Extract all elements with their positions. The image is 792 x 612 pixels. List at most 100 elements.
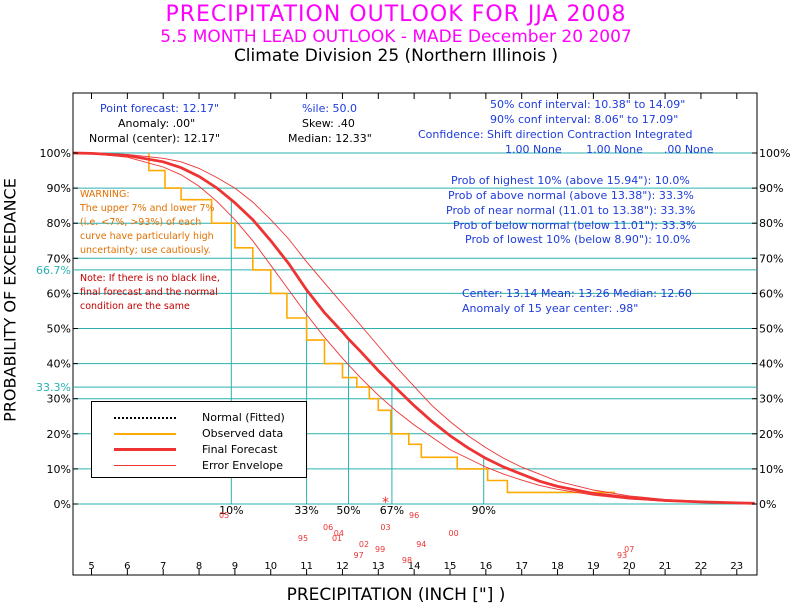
ref-line-label: 66.7%: [36, 264, 71, 277]
year-label: 00: [448, 529, 458, 538]
warning-note: WARNING: The upper 7% and lower 7% (i.e.…: [80, 188, 215, 258]
x-tick-label: 11: [300, 561, 313, 572]
y-tick-label-right: 60%: [759, 287, 783, 300]
year-label: 98: [402, 556, 412, 565]
prob-highest-10: Prob of highest 10% (above 15.94"): 10.0…: [451, 174, 690, 187]
confidence-values: 1.00 None 1.00 None .00 None: [505, 143, 714, 156]
year-label: 04: [334, 529, 344, 538]
note-line: condition are the same: [80, 301, 190, 312]
y-tick-label-left: 80%: [47, 217, 71, 230]
year-label: 96: [409, 511, 419, 520]
y-tick-label-left: 30%: [47, 393, 71, 406]
chart-subtitle-lead: 5.5 MONTH LEAD OUTLOOK - MADE December 2…: [160, 27, 632, 47]
x-tick-label: 20: [623, 561, 636, 572]
x-tick-label: 18: [551, 561, 564, 572]
warning-line: The upper 7% and lower 7%: [80, 203, 215, 214]
prob-above-normal: Prob of above normal (above 13.38"): 33.…: [448, 189, 694, 202]
chart-subtitle-division: Climate Division 25 (Northern Illinois ): [233, 46, 559, 66]
y-tick-label-left: 0%: [54, 498, 71, 511]
x-tick-label: 5: [88, 561, 94, 572]
legend-item-envelope: Error Envelope: [92, 458, 308, 474]
y-tick-label-right: 70%: [759, 252, 783, 265]
y-tick-label-right: 0%: [759, 498, 776, 511]
x-tick-label: 19: [587, 561, 600, 572]
ref-line-label: 33.3%: [36, 381, 71, 394]
year-label: 95: [298, 534, 308, 543]
x-tick-label: 7: [160, 561, 166, 572]
chart-title: PRECIPITATION OUTLOOK FOR JJA 2008: [165, 2, 627, 27]
no-black-line-note: Note: If there is no black line, final f…: [80, 272, 220, 314]
y-axis-label: PROBABILITY OF EXCEEDANCE: [0, 178, 20, 422]
x-tick-label: 23: [730, 561, 743, 572]
y-tick-label-left: 90%: [47, 182, 71, 195]
anomaly: Anomaly: .00": [118, 117, 196, 130]
x-tick-label: 10: [264, 561, 277, 572]
legend-swatch-envelope: [114, 465, 176, 466]
confidence-header: Confidence: Shift direction Contraction …: [418, 128, 693, 141]
x-tick-label: 12: [336, 561, 349, 572]
legend-label-normal: Normal (Fitted): [202, 411, 285, 424]
y-tick-label-right: 20%: [759, 428, 783, 441]
center-star-marker: *: [382, 495, 389, 511]
warning-line: (i.e. <7%, >93%) of each: [80, 217, 202, 228]
percentile-marker-label: 10%: [219, 504, 243, 517]
series-error-envelope-lower: [73, 152, 755, 505]
legend-label-observed: Observed data: [202, 427, 284, 440]
y-tick-label-left: 40%: [47, 358, 71, 371]
warning-line: WARNING:: [80, 189, 130, 200]
y-tick-label-right: 50%: [759, 323, 783, 336]
chart-legend: Normal (Fitted) Observed data Final Fore…: [91, 401, 307, 478]
percentile-marker-label: 67%: [380, 504, 404, 517]
warning-line: curve have particularly high: [80, 231, 214, 242]
x-tick-label: 16: [479, 561, 492, 572]
x-tick-label: 13: [372, 561, 385, 572]
x-tick-label: 9: [232, 561, 238, 572]
skew: Skew: .40: [302, 117, 355, 130]
percentile-marker-label: 33%: [294, 504, 318, 517]
series-error-envelope-upper: [73, 152, 755, 504]
x-tick-label: 8: [196, 561, 202, 572]
year-label: 01: [332, 534, 342, 543]
legend-item-observed: Observed data: [92, 426, 308, 442]
x-axis-label: PRECIPITATION (INCH ["] ): [286, 585, 506, 605]
legend-swatch-normal: [114, 417, 176, 419]
y-tick-label-left: 100%: [40, 147, 71, 160]
year-label: 94: [416, 540, 426, 549]
y-tick-label-right: 80%: [759, 217, 783, 230]
year-label: 02: [359, 540, 369, 549]
point-forecast: Point forecast: 12.17": [100, 102, 220, 115]
percentile-marker-label: 90%: [471, 504, 495, 517]
conf-interval-90: 90% conf interval: 8.06" to 17.09": [490, 113, 679, 126]
x-tick-label: 22: [695, 561, 708, 572]
y-tick-label-left: 60%: [47, 287, 71, 300]
y-tick-label-right: 30%: [759, 393, 783, 406]
plot-frame: [72, 92, 758, 576]
y-tick-label-left: 50%: [47, 323, 71, 336]
percentile-marker-label: 50%: [336, 504, 360, 517]
prob-below-normal: Prob of below normal (below 11.01"): 33.…: [453, 219, 697, 232]
center-mean-median: Center: 13.14 Mean: 13.26 Median: 12.60: [462, 287, 692, 300]
prob-near-normal: Prob of near normal (11.01 to 13.38"): 3…: [446, 204, 696, 217]
conf-interval-50: 50% conf interval: 10.38" to 14.09": [490, 98, 686, 111]
y-tick-label-left: 20%: [47, 428, 71, 441]
x-tick-label: 6: [124, 561, 130, 572]
note-line: Note: If there is no black line,: [80, 273, 220, 284]
series-final-forecast: [73, 151, 755, 505]
x-tick-label: 17: [515, 561, 528, 572]
y-tick-label-right: 10%: [759, 463, 783, 476]
legend-swatch-final: [114, 448, 176, 451]
legend-label-final: Final Forecast: [202, 443, 278, 456]
x-tick-label: 14: [408, 561, 421, 572]
y-tick-label-right: 40%: [759, 358, 783, 371]
prob-lowest-10: Prob of lowest 10% (below 8.90"): 10.0%: [465, 233, 691, 246]
y-tick-label-left: 70%: [47, 252, 71, 265]
normal-center: Normal (center): 12.17": [89, 132, 221, 145]
warning-line: uncertainty; use cautiously.: [80, 245, 211, 256]
year-label: 97: [353, 551, 363, 560]
anomaly-15-year: Anomaly of 15 year center: .98": [462, 302, 639, 315]
year-label: 06: [323, 523, 333, 532]
year-label: 07: [624, 545, 634, 554]
year-label: 99: [375, 545, 385, 554]
year-label: 05: [219, 511, 229, 520]
